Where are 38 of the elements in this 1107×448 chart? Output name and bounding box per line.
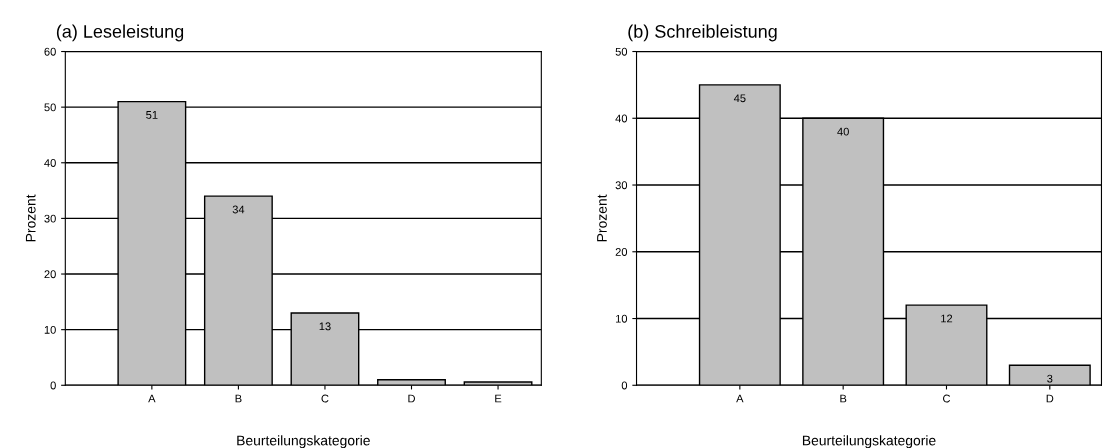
y-axis-title: Prozent bbox=[25, 194, 36, 242]
x-tick-label: B bbox=[235, 394, 242, 403]
x-axis-title: Beurteilungskategorie bbox=[237, 435, 370, 448]
data-label: 40 bbox=[837, 127, 849, 136]
y-tick-label: 30 bbox=[615, 181, 628, 190]
chart-title: (a) Leseleistung bbox=[56, 24, 184, 42]
bar bbox=[377, 379, 446, 386]
data-label: 34 bbox=[232, 205, 245, 214]
x-tick-label: C bbox=[321, 394, 329, 403]
y-tick-label: 50 bbox=[44, 103, 56, 112]
data-label: 3 bbox=[1047, 374, 1053, 383]
data-label: 12 bbox=[941, 314, 953, 323]
x-tick-label: A bbox=[148, 394, 156, 403]
x-tick-label: B bbox=[840, 394, 847, 403]
data-label: 45 bbox=[733, 94, 746, 103]
x-tick-label: D bbox=[1046, 394, 1054, 403]
y-axis-title: Prozent bbox=[597, 194, 607, 242]
y-tick-label: 10 bbox=[44, 325, 56, 334]
y-tick-label: 0 bbox=[621, 381, 628, 390]
x-axis-title: Beurteilungskategorie bbox=[802, 435, 936, 448]
chart-title: (b) Schreibleistung bbox=[628, 24, 777, 42]
x-tick-label: C bbox=[943, 394, 951, 403]
y-tick-label: 50 bbox=[615, 47, 628, 56]
y-tick-label: 20 bbox=[44, 270, 56, 279]
y-tick-label: 20 bbox=[615, 248, 628, 256]
y-tick-label: 10 bbox=[615, 314, 628, 323]
bar bbox=[463, 381, 533, 386]
data-label: 13 bbox=[319, 322, 331, 331]
x-tick-label: E bbox=[495, 394, 502, 403]
y-tick-label: 30 bbox=[44, 214, 56, 223]
x-tick-label: A bbox=[736, 394, 744, 403]
y-tick-label: 40 bbox=[44, 159, 56, 167]
x-tick-label: D bbox=[408, 394, 415, 403]
data-label: 51 bbox=[146, 111, 158, 119]
bar bbox=[1008, 364, 1091, 386]
y-tick-label: 60 bbox=[44, 47, 56, 56]
y-tick-label: 0 bbox=[50, 381, 56, 390]
y-tick-label: 40 bbox=[615, 114, 628, 123]
